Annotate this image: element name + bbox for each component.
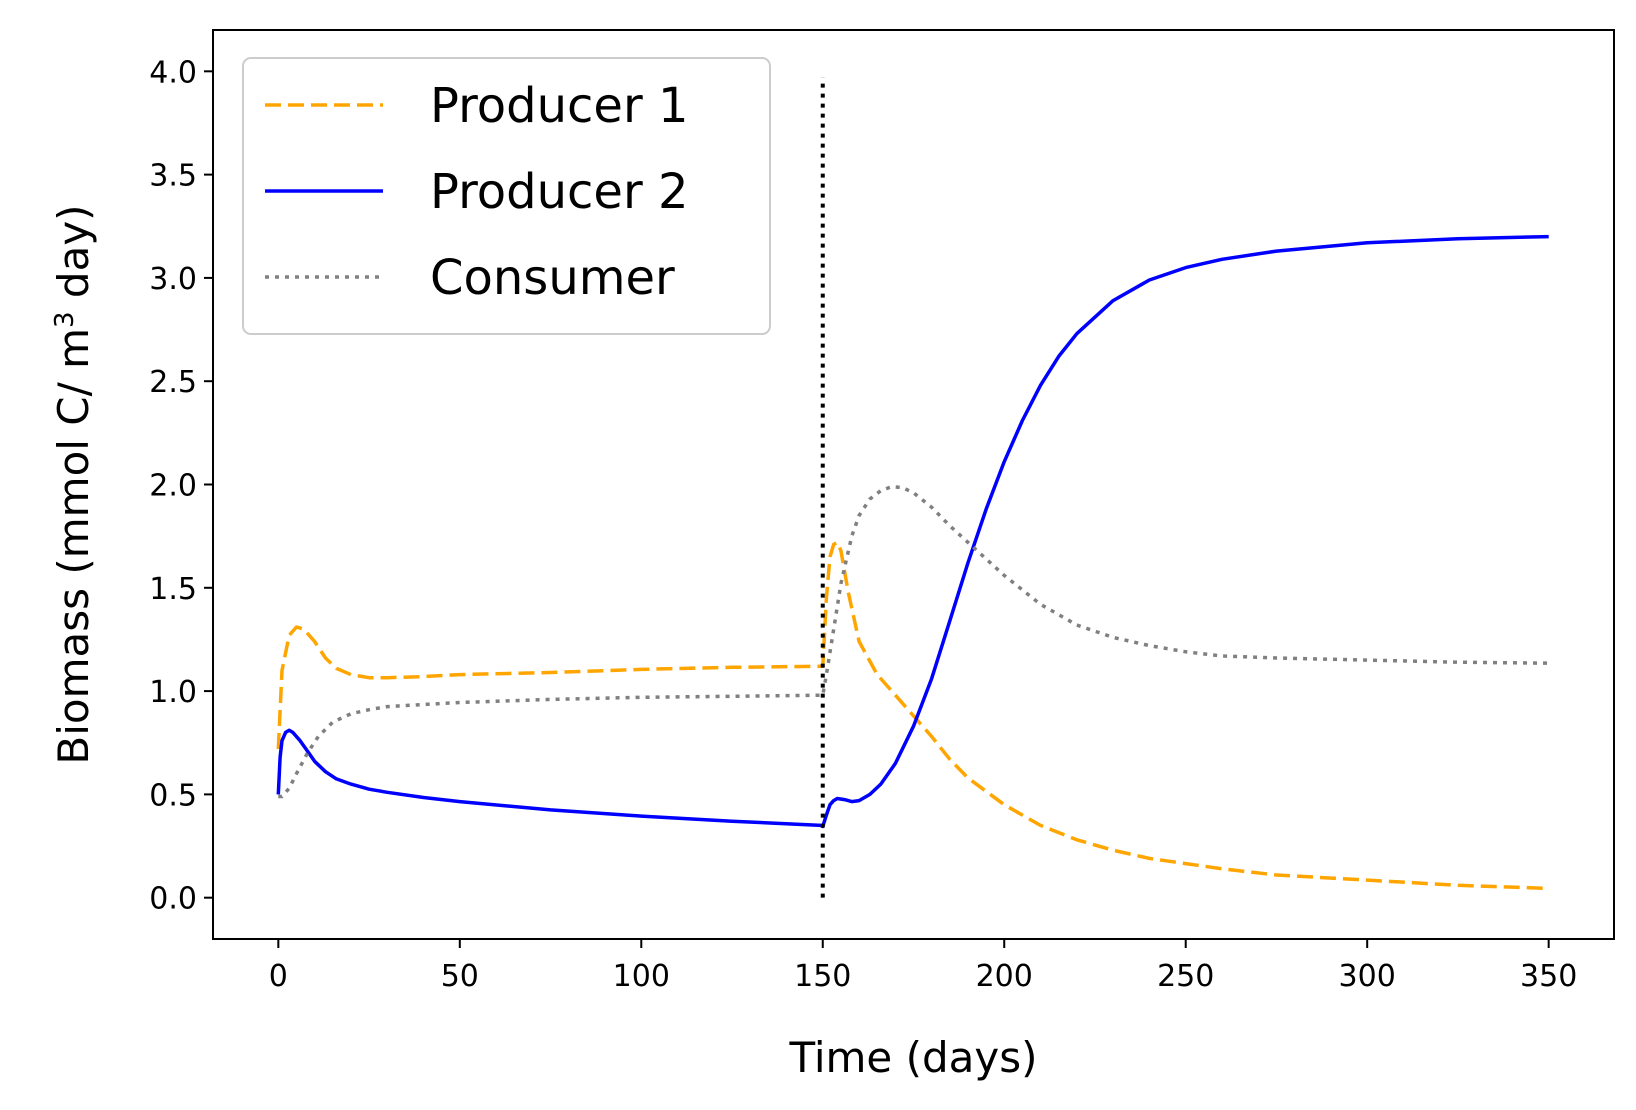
y-tick-label: 1.5 [149,572,197,607]
y-tick-label: 4.0 [149,55,197,90]
y-tick-label: 1.0 [149,675,197,710]
x-tick-label: 150 [794,959,851,994]
series-line-producer-2 [276,234,1549,829]
y-axis-label-tail: day) [49,204,98,311]
legend-box [242,57,771,335]
legend: Producer 1 Producer 2 Consumer [242,57,771,335]
y-ticks: 0.0 0.5 1.0 1.5 2.0 2.5 3.0 3.5 4.0 [149,55,213,917]
y-axis-label-superscript: 3 [50,311,80,328]
y-tick-label: 2.0 [149,469,197,504]
y-tick-label: 0.5 [149,778,197,813]
y-tick-label: 2.5 [149,365,197,400]
x-tick-label: 0 [269,959,288,994]
legend-label: Producer 1 [430,78,689,134]
x-tick-label: 50 [441,959,479,994]
y-tick-label: 0.0 [149,882,197,917]
y-axis-label-main: Biomass (mmol C/ m [49,328,98,765]
x-tick-label: 350 [1520,959,1577,994]
y-tick-label: 3.5 [149,159,197,194]
series-layer [276,234,1549,891]
x-axis-label: Time (days) [788,1033,1037,1082]
x-tick-label: 250 [1157,959,1214,994]
x-tick-label: 200 [976,959,1033,994]
series-line-producer-1 [276,540,1549,891]
x-tick-label: 300 [1339,959,1396,994]
legend-label: Producer 2 [430,164,689,220]
legend-label: Consumer [430,250,675,306]
series-line-consumer [278,484,1549,799]
x-tick-label: 100 [613,959,670,994]
y-tick-label: 3.0 [149,262,197,297]
x-ticks: 0 50 100 150 200 250 300 350 [269,939,1577,994]
y-axis-label: Biomass (mmol C/ m3 day) [49,204,98,764]
